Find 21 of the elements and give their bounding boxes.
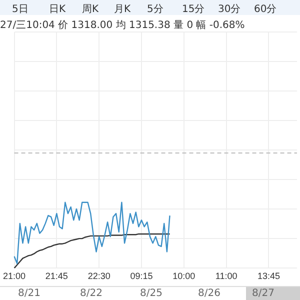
x-tick-label: 13:45: [257, 271, 280, 282]
x-tick-label: 09:15: [130, 271, 153, 282]
x-tick-label: 22:30: [88, 271, 110, 282]
x-tick-label: 21:45: [45, 271, 68, 282]
x-tick-label: 21:00: [2, 271, 26, 282]
text: 5分: [147, 3, 164, 16]
text: 周K: [82, 3, 99, 16]
x-tick-label: 10:00: [172, 271, 196, 282]
x-tick-label: 11:00: [215, 271, 238, 282]
text: 8/21: [18, 288, 40, 299]
text: 8/25: [140, 288, 162, 299]
text: 日K: [49, 3, 66, 16]
text: 8/26: [198, 288, 220, 299]
text: 8/22: [80, 288, 102, 299]
text: 15分: [182, 3, 205, 16]
text: 60分: [254, 3, 277, 16]
text: 30分: [218, 3, 241, 16]
text: 月K: [114, 3, 131, 16]
text: 8/27: [252, 288, 274, 299]
chart-subtitle: 27/三10:04 价 1318.00 均 1315.38 量 0 幅 -0.68%: [0, 19, 245, 32]
text: 5日: [12, 3, 28, 16]
